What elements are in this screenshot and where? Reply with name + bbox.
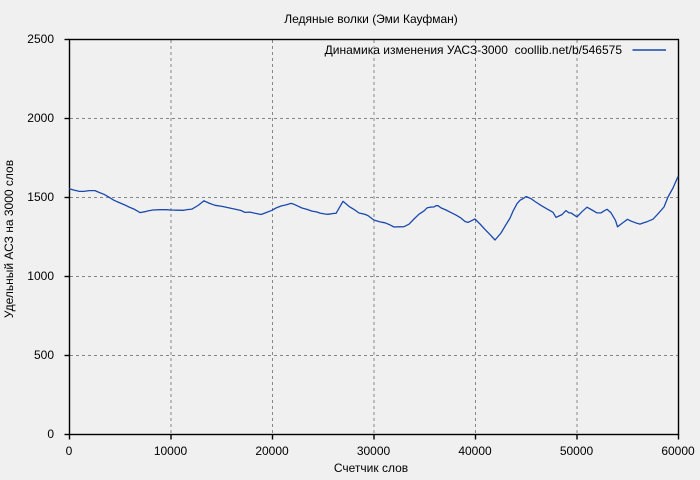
svg-text:2000: 2000	[27, 111, 54, 125]
svg-text:1500: 1500	[27, 190, 54, 204]
svg-text:20000: 20000	[255, 444, 289, 458]
svg-text:Счетчик слов: Счетчик слов	[334, 461, 408, 475]
svg-text:Ледяные волки (Эми Кауфман): Ледяные волки (Эми Кауфман)	[284, 12, 458, 26]
svg-text:50000: 50000	[560, 444, 594, 458]
svg-text:30000: 30000	[357, 444, 391, 458]
svg-text:500: 500	[34, 348, 54, 362]
svg-text:60000: 60000	[661, 444, 695, 458]
svg-text:0: 0	[47, 427, 54, 441]
svg-text:40000: 40000	[458, 444, 492, 458]
svg-text:2500: 2500	[27, 32, 54, 46]
svg-text:1000: 1000	[27, 269, 54, 283]
svg-text:Динамика изменения УАСЗ-3000: Динамика изменения УАСЗ-3000 coollib.net…	[325, 43, 623, 57]
svg-text:10000: 10000	[154, 444, 188, 458]
svg-text:Удельный АСЗ на 3000 слов: Удельный АСЗ на 3000 слов	[2, 160, 16, 318]
svg-text:0: 0	[66, 444, 73, 458]
